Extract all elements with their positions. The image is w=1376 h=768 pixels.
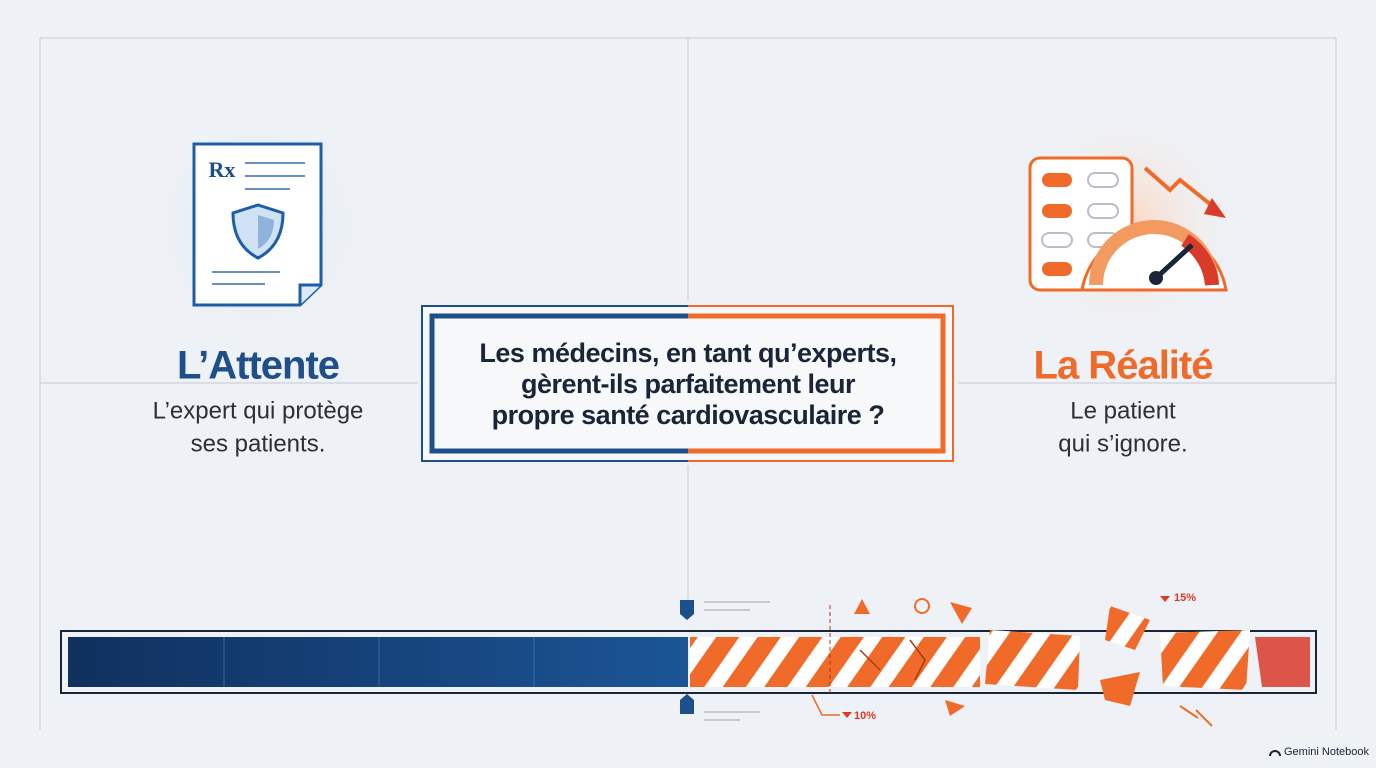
rx-label: Rx — [209, 157, 236, 182]
annotation: 10% — [854, 710, 876, 722]
left-subtitle: ses patients. — [191, 430, 326, 457]
prescription-icon: Rx — [148, 115, 368, 335]
brand: Gemini Notebook — [1284, 746, 1369, 758]
brand-icon — [1269, 750, 1281, 757]
left-title: L’Attente — [177, 344, 339, 388]
left-subtitle: L’expert qui protège — [153, 397, 364, 424]
right-title: La Réalité — [1034, 344, 1213, 388]
right-subtitle: qui s’ignore. — [1058, 430, 1187, 457]
question-line: gèrent-ils parfaitement leur — [521, 369, 856, 399]
pills-gauge-icon — [1010, 110, 1240, 340]
annotation: 15% — [1174, 592, 1196, 604]
question-box: Les médecins, en tant qu’experts, gèrent… — [421, 305, 954, 462]
question-line: propre santé cardiovasculaire ? — [492, 400, 885, 430]
question-line: Les médecins, en tant qu’experts, — [479, 338, 896, 368]
progress-bar: 15% 10% — [60, 592, 1317, 727]
right-subtitle: Le patient — [1070, 397, 1176, 424]
frame — [39, 37, 1337, 730]
